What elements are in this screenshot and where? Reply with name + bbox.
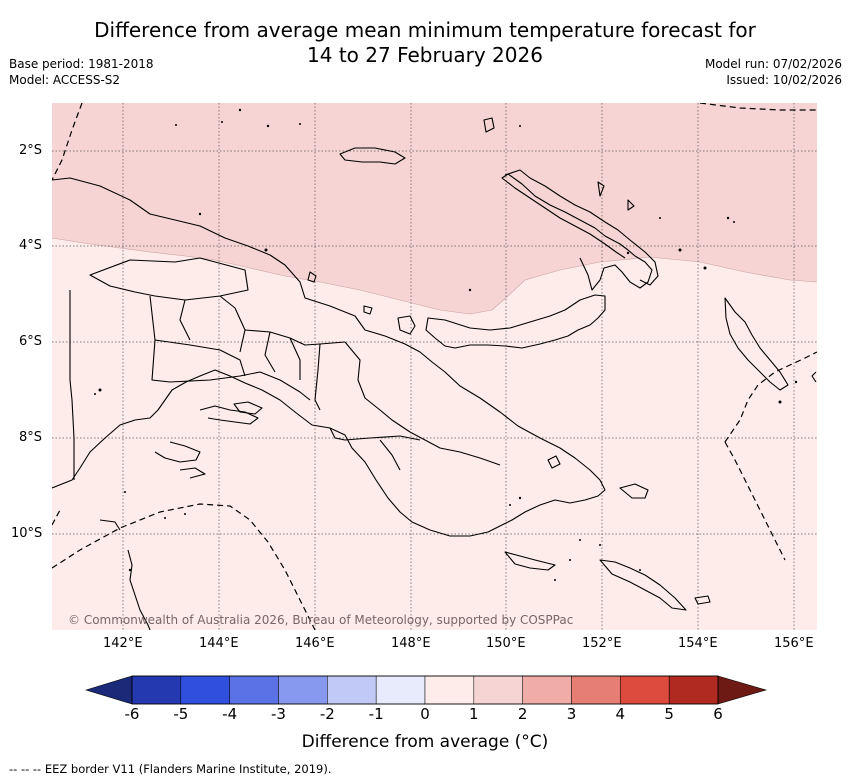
colorbar-outline <box>131 675 719 705</box>
bougainville-coastline <box>724 297 789 391</box>
colorbar-title: Difference from average (°C) <box>301 732 549 752</box>
eez-borders <box>52 103 817 630</box>
copyright-notice: © Commonwealth of Australia 2026, Bureau… <box>68 613 574 627</box>
colorbar-tick-label: -2 <box>319 705 335 723</box>
colorbar-tick-label: -4 <box>222 705 238 723</box>
colorbar-tick-label: 2 <box>517 705 528 723</box>
lon-tick-144e: 144°E <box>199 636 239 651</box>
lon-tick-150e: 150°E <box>486 636 526 651</box>
colorbar-tick-label: 1 <box>469 705 479 723</box>
base-period: Base period: 1981-2018 <box>9 57 154 71</box>
meta-right: Model run: 07/02/2026 Issued: 10/02/2026 <box>705 56 842 88</box>
new-britain-coastline <box>425 294 606 349</box>
colorbar-tick-label: -1 <box>368 705 384 723</box>
cape-york-coastline <box>127 549 151 630</box>
colorbar-bin <box>278 675 328 705</box>
lon-tick-152e: 152°E <box>582 636 622 651</box>
colorbar-bin <box>375 675 426 705</box>
lon-tick-154e: 154°E <box>678 636 718 651</box>
colorbar-bin <box>424 675 475 705</box>
colorbar-above-max <box>717 675 768 705</box>
colorbar-bins <box>131 675 719 705</box>
colorbar-bin <box>571 675 621 705</box>
colorbar-tick-label: -5 <box>173 705 189 723</box>
map-title-line-2: 14 to 27 February 2026 <box>307 43 543 67</box>
colorbar-tick-label: 3 <box>566 705 577 723</box>
lat-tick-6s: 6°S <box>19 334 43 349</box>
meta-left: Base period: 1981-2018 Model: ACCESS-S2 <box>9 56 154 88</box>
lat-tick-10s: 10°S <box>11 526 43 541</box>
model-run: Model run: 07/02/2026 <box>704 57 842 71</box>
colorbar-bin <box>668 675 719 705</box>
coastlines <box>52 117 817 630</box>
map-area <box>52 103 817 630</box>
colorbar-bin <box>327 675 377 705</box>
lon-tick-146e: 146°E <box>295 636 335 651</box>
model-name: Model: ACCESS-S2 <box>9 73 121 87</box>
colorbar-bin <box>620 675 670 705</box>
lat-tick-4s: 4°S <box>19 238 43 253</box>
lon-tick-148e: 148°E <box>391 636 431 651</box>
anomaly-fill-1-to-2 <box>52 103 817 314</box>
png-border <box>69 290 75 480</box>
lon-tick-156e: 156°E <box>774 636 814 651</box>
lon-tick-142e: 142°E <box>103 636 143 651</box>
colorbar-bin <box>180 675 230 705</box>
lat-tick-8s: 8°S <box>19 430 43 445</box>
colorbar-tick-label: 4 <box>615 705 626 723</box>
colorbar-tick-label: -6 <box>124 705 140 723</box>
colorbar-tick-label: 0 <box>420 705 430 723</box>
colorbar <box>84 675 768 705</box>
colorbar-tick-label: 6 <box>713 705 723 723</box>
colorbar-bin <box>473 675 523 705</box>
map-title: Difference from average mean minimum tem… <box>0 18 850 68</box>
colorbar-bin <box>229 675 279 705</box>
new-ireland-coastline <box>504 169 659 286</box>
colorbar-bin <box>131 675 182 705</box>
anomaly-contour <box>52 237 817 315</box>
lat-tick-2s: 2°S <box>19 143 43 158</box>
new-guinea-coastline <box>52 177 606 537</box>
map-title-line-1: Difference from average mean minimum tem… <box>94 18 756 42</box>
colorbar-bin <box>522 675 572 705</box>
colorbar-tick-label: -3 <box>271 705 286 723</box>
small-islands <box>94 108 798 581</box>
colorbar-below-min <box>84 675 133 705</box>
colorbar-tick-label: 5 <box>664 705 674 723</box>
issued-date: Issued: 10/02/2026 <box>726 73 842 87</box>
eez-footnote: -- -- -- EEZ border V11 (Flanders Marine… <box>9 762 332 776</box>
